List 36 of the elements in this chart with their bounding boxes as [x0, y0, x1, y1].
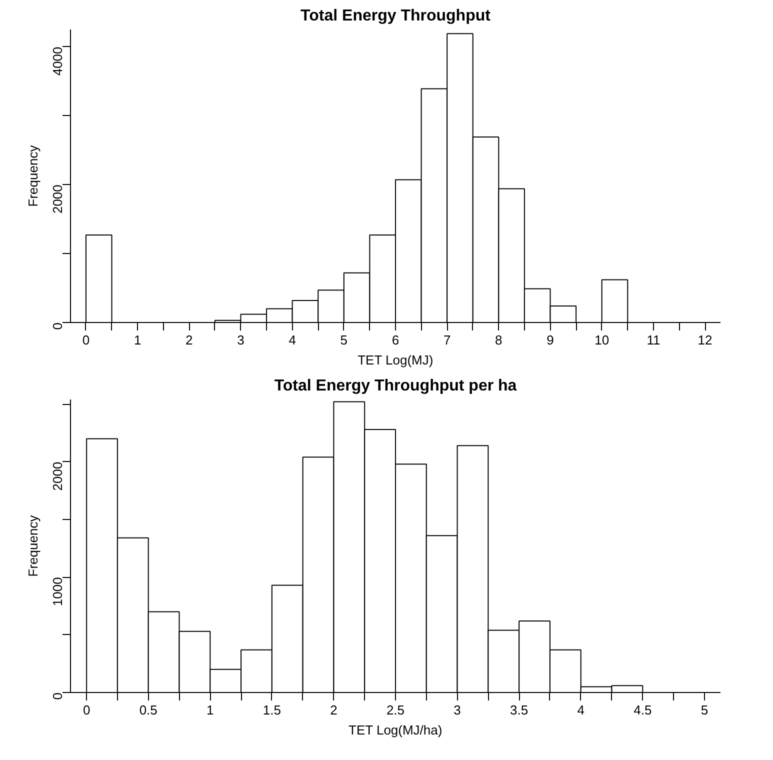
x-tick-label: 2	[330, 702, 338, 718]
x-tick-label: 10	[594, 332, 610, 348]
y-tick-label: 0	[50, 322, 65, 330]
y-tick-label: 2000	[50, 184, 65, 214]
x-tick-label: 7	[443, 332, 451, 348]
y-tick-label: 0	[50, 692, 65, 700]
chart-title: Total Energy Throughput	[300, 8, 492, 24]
x-axis-title: TET Log(MJ/ha)	[348, 722, 442, 738]
y-axis-title: Frequency	[26, 144, 40, 207]
x-tick-label: 2	[186, 332, 193, 348]
x-tick-label: 5	[340, 332, 348, 348]
x-tick-label: 12	[698, 332, 712, 348]
x-tick-label: 3	[454, 702, 461, 718]
x-tick-label: 5	[700, 702, 708, 718]
x-tick-label: 8	[495, 332, 502, 348]
x-axis-title: TET Log(MJ)	[358, 352, 434, 368]
x-tick-label: 3	[237, 332, 244, 348]
x-tick-label: 1	[206, 702, 214, 718]
y-tick-label: 2000	[50, 462, 65, 491]
x-tick-label: 4	[288, 332, 296, 348]
x-tick-label: 3.5	[510, 702, 528, 718]
x-tick-label: 0	[82, 702, 90, 718]
x-tick-label: 4	[577, 702, 584, 718]
x-tick-label: 9	[546, 332, 554, 348]
y-axis-title: Frequency	[26, 514, 40, 577]
x-tick-label: 11	[646, 332, 660, 348]
y-tick-label: 4000	[50, 46, 65, 76]
chart-title: Total Energy Throughput per ha	[274, 378, 517, 394]
x-tick-label: 4.5	[634, 702, 652, 718]
x-tick-label: 1.5	[262, 702, 281, 718]
x-tick-label: 0	[82, 332, 90, 348]
x-tick-label: 0.5	[139, 702, 158, 718]
x-tick-label: 1	[134, 332, 142, 348]
y-tick-label: 1000	[50, 577, 65, 606]
x-tick-label: 2.5	[386, 702, 405, 718]
x-tick-label: 6	[392, 332, 400, 348]
